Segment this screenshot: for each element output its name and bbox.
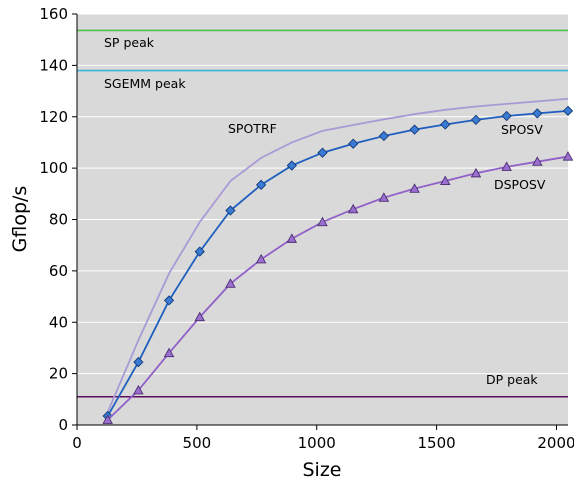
y-tick-label-120: 120: [39, 108, 68, 126]
dsposv-point-13: [501, 161, 512, 171]
sposv-point-4: [225, 205, 236, 216]
y-tick-label-40: 40: [49, 313, 68, 331]
sposv-point-15: [562, 105, 574, 116]
dsposv-line: [107, 155, 569, 421]
spotrf-line: [106, 97, 569, 413]
dsposv-point-10: [409, 183, 420, 193]
sposv-point-6: [286, 160, 297, 171]
dsposv-point-11: [439, 175, 451, 186]
sp-peak-label: SP peak: [104, 35, 155, 50]
dsposv-point-5: [255, 253, 267, 264]
y-axis-title: Gflop/s: [9, 186, 31, 253]
dsposv-point-1: [133, 384, 144, 395]
x-tick-label-2000: 2000: [537, 434, 574, 452]
dsposv-point-2: [163, 347, 175, 358]
ticks: 0 20 40 60 80 100 120 140 160 0 500 1000 1500 2000: [39, 5, 574, 452]
sposv-point-1: [133, 356, 144, 368]
dsposv-series-label: DSPOSV: [494, 177, 546, 192]
y-tick-label-0: 0: [58, 416, 68, 434]
y-tick-label-60: 60: [49, 262, 68, 280]
dsposv-point-8: [347, 203, 359, 214]
x-tick-label-500: 500: [183, 434, 212, 452]
sposv-point-5: [255, 179, 267, 190]
dsposv-point-12: [470, 167, 482, 178]
dsposv-point-15: [562, 151, 574, 161]
sposv-point-11: [440, 119, 451, 130]
sposv-point-2: [163, 295, 175, 306]
series-group: [102, 97, 574, 424]
dsposv-point-3: [194, 311, 206, 322]
y-tick-label-80: 80: [49, 211, 68, 229]
y-tick-label-100: 100: [39, 159, 68, 177]
sposv-point-9: [378, 130, 390, 142]
sposv-line: [106, 109, 569, 417]
sposv-point-13: [501, 110, 512, 122]
x-tick-label-1500: 1500: [418, 434, 456, 452]
y-tick-label-140: 140: [39, 56, 68, 74]
y-tick-label-160: 160: [39, 5, 68, 23]
dsposv-point-0: [102, 414, 113, 424]
y-tick-label-20: 20: [49, 365, 68, 383]
dsposv-point-7: [317, 216, 328, 227]
sposv-series-label: SPOSV: [501, 122, 543, 137]
sgemm-peak-label: SGEMM peak: [104, 76, 186, 91]
sposv-point-12: [470, 114, 482, 125]
sposv-point-3: [194, 246, 205, 257]
dsposv-point-14: [532, 156, 543, 166]
reference-lines: [77, 29, 568, 398]
x-axis-title: Size: [302, 459, 341, 481]
sposv-point-14: [532, 108, 543, 119]
dsposv-point-4: [225, 278, 236, 288]
dsposv-point-9: [378, 192, 390, 202]
sposv-point-7: [317, 147, 328, 158]
x-tick-label-0: 0: [72, 434, 82, 452]
spotrf-series-label: SPOTRF: [228, 121, 277, 136]
x-tick-label-1000: 1000: [298, 434, 336, 452]
dp-peak-label: DP peak: [486, 372, 538, 387]
sposv-point-8: [348, 138, 359, 149]
sposv-point-10: [409, 124, 420, 135]
dsposv-point-6: [286, 233, 298, 243]
